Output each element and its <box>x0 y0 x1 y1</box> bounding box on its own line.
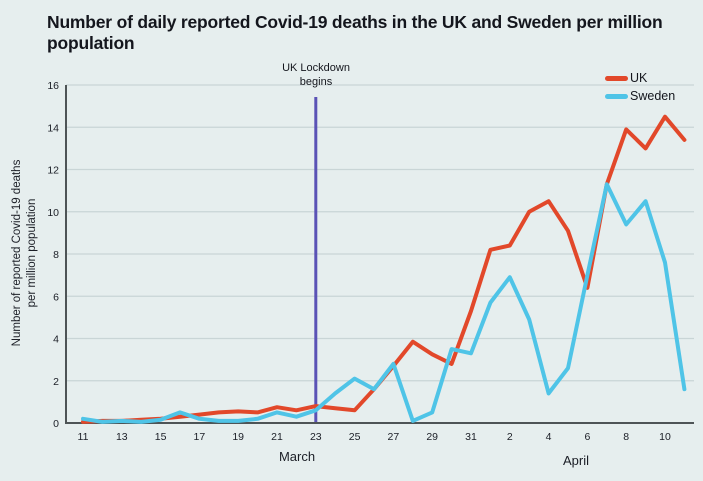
y-tick-label: 2 <box>53 376 59 388</box>
sweden-line-swatch <box>605 93 628 99</box>
sweden-series-line <box>81 182 687 424</box>
y-axis-title-line2: per million population <box>25 198 38 308</box>
x-tick-label: 8 <box>623 431 629 443</box>
legend: UK Sweden <box>605 71 676 103</box>
x-tick-label: 29 <box>426 431 438 443</box>
y-tick-label: 8 <box>53 249 59 261</box>
y-tick-label: 14 <box>47 122 59 134</box>
lockdown-annotation-line1: UK Lockdown <box>282 62 350 74</box>
x-tick-label: 21 <box>271 431 283 443</box>
legend-label-uk: UK <box>630 71 648 85</box>
x-tick-label: 10 <box>659 431 671 443</box>
x-tick-label: 11 <box>78 431 89 443</box>
x-tick-label: 31 <box>465 431 477 443</box>
x-tick-label: 2 <box>507 431 513 443</box>
x-tick-label: 23 <box>310 431 322 443</box>
x-axis-month-march: March <box>278 449 316 464</box>
y-tick-label: 0 <box>53 418 59 430</box>
legend-item-sweden: Sweden <box>605 89 676 103</box>
x-tick-label: 25 <box>349 431 361 443</box>
y-tick-label: 6 <box>53 291 59 303</box>
lockdown-annotation: UK Lockdown begins <box>282 62 350 90</box>
y-axis-title-line1: Number of reported Covid-19 deaths <box>11 159 23 347</box>
legend-item-uk: UK <box>605 71 675 85</box>
chart-title: Number of daily reported Covid-19 deaths… <box>47 12 663 54</box>
y-tick-label: 10 <box>47 207 59 219</box>
x-tick-label: 15 <box>155 431 167 443</box>
uk-line-swatch <box>605 75 628 81</box>
legend-label-sweden: Sweden <box>630 89 676 103</box>
x-axis-month-april: April <box>562 453 590 468</box>
y-tick-label: 12 <box>47 165 59 177</box>
x-tick-label: 27 <box>388 431 400 443</box>
x-tick-label: 4 <box>546 431 552 443</box>
y-tick-label: 16 <box>47 80 59 92</box>
x-tick-label: 17 <box>194 431 206 443</box>
x-tick-label: 6 <box>584 431 590 443</box>
x-tick-label: 19 <box>232 431 244 443</box>
y-tick-label: 4 <box>53 334 59 346</box>
x-tick-label: 13 <box>116 431 128 443</box>
lockdown-annotation-line2: begins <box>299 75 333 88</box>
y-axis-title: Number of reported Covid-19 deaths per m… <box>10 83 42 423</box>
